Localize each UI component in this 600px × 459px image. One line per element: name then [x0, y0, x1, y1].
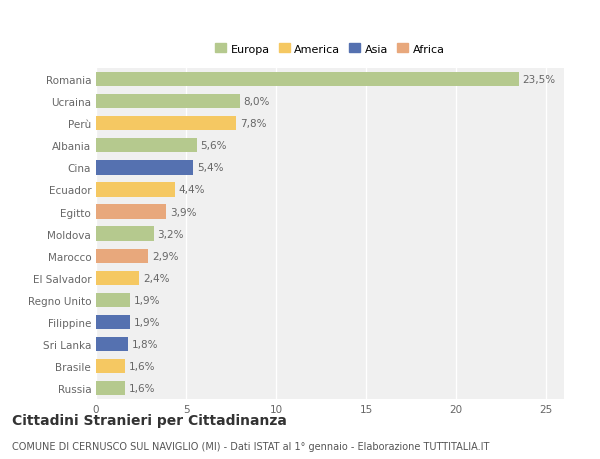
Text: 5,6%: 5,6% — [200, 141, 227, 151]
Bar — [96, 205, 166, 219]
Text: 4,4%: 4,4% — [179, 185, 205, 195]
Bar — [96, 249, 148, 263]
Bar — [96, 117, 236, 131]
Bar — [96, 95, 240, 109]
Text: 8,0%: 8,0% — [244, 97, 270, 107]
Bar — [96, 337, 128, 352]
Text: 1,9%: 1,9% — [134, 295, 160, 305]
Text: 1,6%: 1,6% — [128, 383, 155, 393]
Bar — [96, 293, 130, 308]
Text: 2,9%: 2,9% — [152, 251, 178, 261]
Bar — [96, 73, 519, 87]
Text: 2,4%: 2,4% — [143, 273, 169, 283]
Text: 3,2%: 3,2% — [157, 229, 184, 239]
Bar — [96, 381, 125, 396]
Bar — [96, 315, 130, 330]
Text: 23,5%: 23,5% — [523, 75, 556, 85]
Bar — [96, 227, 154, 241]
Text: 3,9%: 3,9% — [170, 207, 196, 217]
Text: Cittadini Stranieri per Cittadinanza: Cittadini Stranieri per Cittadinanza — [12, 413, 287, 427]
Text: 1,9%: 1,9% — [134, 317, 160, 327]
Bar — [96, 183, 175, 197]
Text: 1,8%: 1,8% — [132, 339, 158, 349]
Bar — [96, 161, 193, 175]
Text: 1,6%: 1,6% — [128, 361, 155, 371]
Text: 7,8%: 7,8% — [240, 119, 266, 129]
Bar — [96, 271, 139, 285]
Text: 5,4%: 5,4% — [197, 163, 223, 173]
Bar — [96, 359, 125, 374]
Bar — [96, 139, 197, 153]
Text: COMUNE DI CERNUSCO SUL NAVIGLIO (MI) - Dati ISTAT al 1° gennaio - Elaborazione T: COMUNE DI CERNUSCO SUL NAVIGLIO (MI) - D… — [12, 441, 490, 451]
Legend: Europa, America, Asia, Africa: Europa, America, Asia, Africa — [213, 42, 447, 57]
